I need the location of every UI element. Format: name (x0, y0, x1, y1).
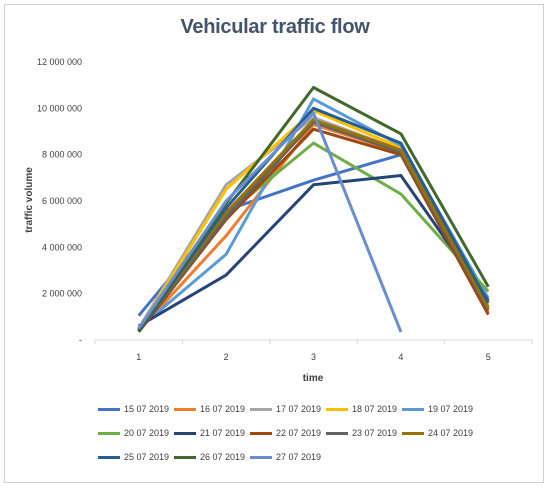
y-axis-label: traffic volume (24, 167, 35, 233)
legend-label: 25 07 2019 (124, 452, 170, 462)
series-line-25-07-2019 (137, 106, 490, 333)
legend-label: 24 07 2019 (428, 428, 474, 438)
series-line-24-07-2019 (137, 118, 490, 332)
legend-label: 16 07 2019 (200, 404, 246, 414)
y-tick-label: - (79, 335, 82, 345)
x-tick-label: 5 (486, 352, 491, 362)
legend-swatch (402, 407, 424, 411)
legend-item: 26 07 2019 (174, 452, 245, 462)
legend-item: 21 07 2019 (174, 428, 245, 438)
x-axis-label: time (303, 373, 324, 384)
legend-item: 16 07 2019 (174, 404, 245, 414)
legend-swatch (174, 407, 196, 411)
legend-swatch (250, 431, 272, 435)
legend-label: 22 07 2019 (276, 428, 322, 438)
legend-label: 23 07 2019 (352, 428, 398, 438)
legend-label: 15 07 2019 (124, 404, 170, 414)
legend-item: 20 07 2019 (98, 428, 169, 438)
legend-label: 27 07 2019 (276, 452, 322, 462)
y-tick-label: 6 000 000 (42, 196, 82, 206)
legend-label: 21 07 2019 (200, 428, 246, 438)
series-line-27-07-2019 (137, 111, 403, 333)
legend-item: 19 07 2019 (402, 404, 473, 414)
legend-swatch (98, 431, 120, 435)
legend-label: 18 07 2019 (352, 404, 398, 414)
legend-swatch (98, 407, 120, 411)
legend-swatch (174, 455, 196, 459)
legend-item: 24 07 2019 (402, 428, 473, 438)
y-tick-label: 8 000 000 (42, 150, 82, 160)
series-line-22-07-2019 (137, 127, 490, 333)
chart-title: Vehicular traffic flow (180, 16, 370, 38)
legend-item: 18 07 2019 (326, 404, 397, 414)
legend-label: 20 07 2019 (124, 428, 170, 438)
y-tick-label: 4 000 000 (42, 242, 82, 252)
legend-label: 17 07 2019 (276, 404, 322, 414)
legend-swatch (402, 431, 424, 435)
x-tick-label: 4 (398, 352, 403, 362)
legend-swatch (326, 407, 348, 411)
y-tick-label: 2 000 000 (42, 289, 82, 299)
y-tick-label: 12 000 000 (37, 57, 82, 67)
legend-swatch (326, 431, 348, 435)
series-line-21-07-2019 (137, 174, 490, 328)
legend-label: 26 07 2019 (200, 452, 246, 462)
legend-label: 19 07 2019 (428, 404, 474, 414)
legend-item: 27 07 2019 (250, 452, 321, 462)
legend-item: 25 07 2019 (98, 452, 169, 462)
legend-item: 15 07 2019 (98, 404, 169, 414)
x-tick-label: 3 (311, 352, 316, 362)
legend-swatch (174, 431, 196, 435)
series-line-20-07-2019 (137, 141, 490, 331)
legend-item: 17 07 2019 (250, 404, 321, 414)
x-tick-label: 1 (136, 352, 141, 362)
legend-item: 23 07 2019 (326, 428, 397, 438)
y-tick-label: 10 000 000 (37, 103, 82, 113)
legend-swatch (250, 455, 272, 459)
legend-item: 22 07 2019 (250, 428, 321, 438)
x-tick-label: 2 (224, 352, 229, 362)
legend-swatch (98, 455, 120, 459)
legend-swatch (250, 407, 272, 411)
